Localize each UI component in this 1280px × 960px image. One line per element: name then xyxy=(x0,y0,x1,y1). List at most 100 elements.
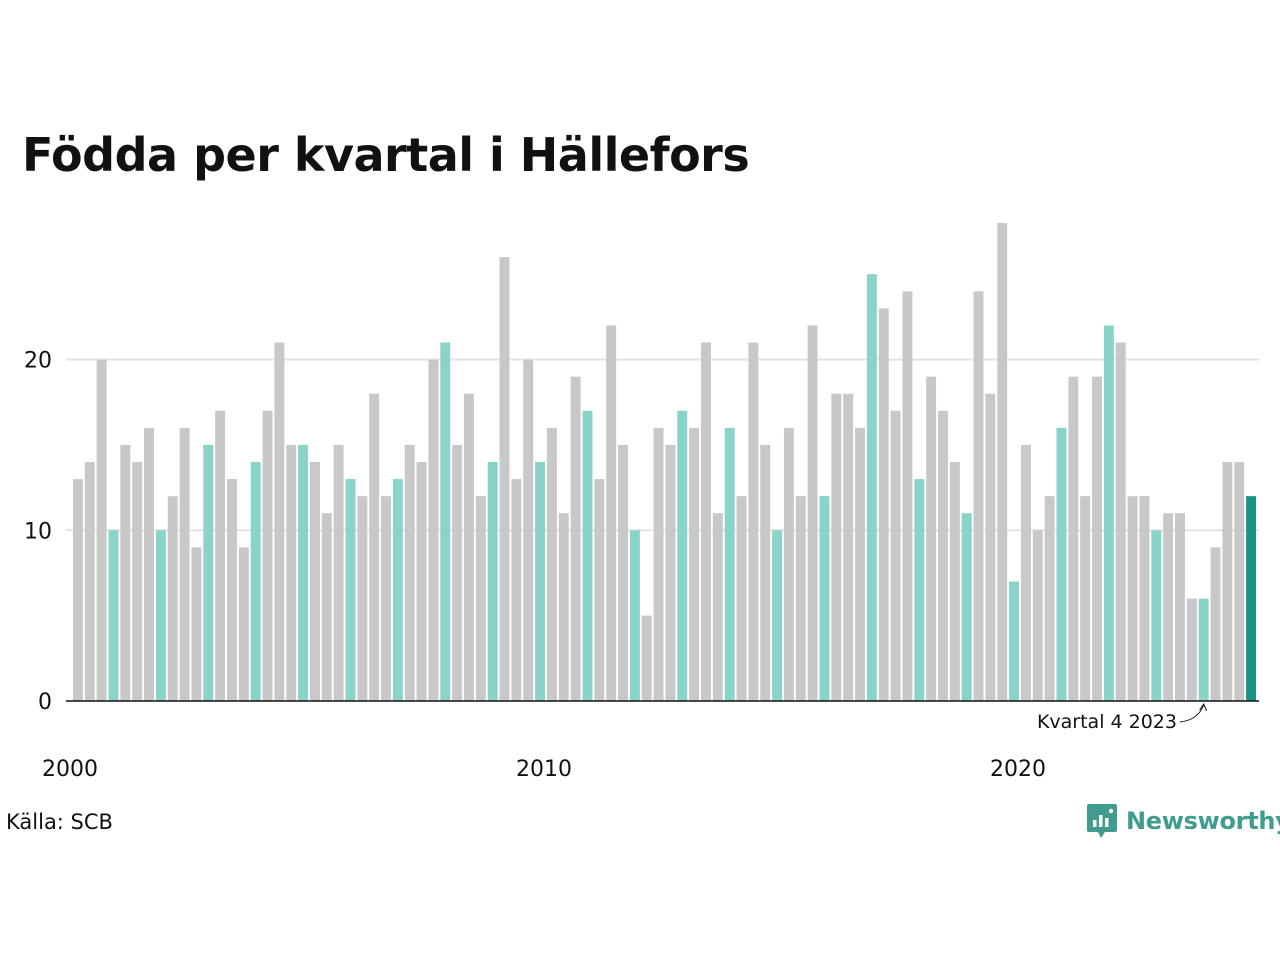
bar xyxy=(1056,427,1067,701)
bar xyxy=(274,342,285,701)
bar xyxy=(523,359,534,701)
bar xyxy=(1068,376,1079,701)
y-tick-label: 10 xyxy=(24,519,52,544)
bar-chart-bubble-icon xyxy=(1087,804,1117,838)
bar xyxy=(262,410,273,701)
bar xyxy=(452,444,463,701)
bar xyxy=(641,615,652,701)
bar xyxy=(298,444,309,701)
bar xyxy=(1139,496,1150,701)
bar xyxy=(606,325,617,701)
bar xyxy=(712,513,723,701)
bar xyxy=(985,393,996,701)
bar xyxy=(807,325,818,701)
bar xyxy=(1234,462,1245,701)
bar xyxy=(167,496,178,701)
newsworthy-logo[interactable]: Newsworthy xyxy=(1086,803,1280,839)
bar xyxy=(1103,325,1114,701)
bar xyxy=(381,496,392,701)
bar xyxy=(890,410,901,701)
bar-chart: 0 10 20 2000 2010 2020 Kvartal 4 2023 xyxy=(24,223,1259,782)
bar xyxy=(1092,376,1103,701)
bar xyxy=(843,393,854,701)
bar xyxy=(155,530,166,701)
bar xyxy=(855,427,866,701)
bar xyxy=(333,444,344,701)
y-tick-label: 20 xyxy=(24,349,52,374)
bar xyxy=(724,427,735,701)
bar xyxy=(108,530,119,701)
bar xyxy=(961,513,972,701)
bar xyxy=(191,547,202,701)
bar xyxy=(96,359,107,701)
bar xyxy=(582,410,593,701)
bar xyxy=(84,462,95,701)
bar xyxy=(1222,462,1233,701)
x-tick-label: 2000 xyxy=(42,757,98,782)
bar xyxy=(1198,598,1209,701)
bar xyxy=(973,291,984,701)
bar xyxy=(440,342,451,701)
bar xyxy=(700,342,711,701)
bar xyxy=(926,376,937,701)
bar xyxy=(535,462,546,701)
bar xyxy=(511,479,522,701)
chart-title: Födda per kvartal i Hällefors xyxy=(22,128,750,182)
bar xyxy=(286,444,297,701)
bar xyxy=(369,393,380,701)
bar xyxy=(949,462,960,701)
bar xyxy=(404,444,415,701)
bar xyxy=(689,427,700,701)
annotation-arrow xyxy=(1179,704,1205,723)
bar xyxy=(321,513,332,701)
bar xyxy=(1044,496,1055,701)
bar xyxy=(72,479,83,701)
bar xyxy=(902,291,913,701)
bar xyxy=(748,342,759,701)
bar xyxy=(783,427,794,701)
bar xyxy=(760,444,771,701)
bar xyxy=(1246,496,1257,701)
bar xyxy=(772,530,783,701)
bar xyxy=(937,410,948,701)
bar xyxy=(594,479,605,701)
bar xyxy=(866,274,877,701)
bar xyxy=(250,462,261,701)
bar xyxy=(795,496,806,701)
bar xyxy=(558,513,569,701)
bar xyxy=(1009,581,1020,701)
bar xyxy=(1210,547,1221,701)
bar xyxy=(914,479,925,701)
bar xyxy=(132,462,143,701)
x-tick-label: 2020 xyxy=(990,757,1046,782)
bar xyxy=(345,479,356,701)
bar xyxy=(736,496,747,701)
bar xyxy=(463,393,474,701)
bar xyxy=(546,427,557,701)
bar xyxy=(570,376,581,701)
bar xyxy=(1174,513,1185,701)
bar xyxy=(665,444,676,701)
bar xyxy=(1020,444,1031,701)
annotation-label: Kvartal 4 2023 xyxy=(1037,711,1177,733)
bar xyxy=(831,393,842,701)
bar xyxy=(819,496,830,701)
bar xyxy=(1186,598,1197,701)
bar xyxy=(653,427,664,701)
bar xyxy=(499,257,510,701)
bar xyxy=(215,410,226,701)
bar xyxy=(1127,496,1138,701)
brand-name: Newsworthy xyxy=(1126,807,1280,835)
bar xyxy=(677,410,688,701)
bar xyxy=(1115,342,1126,701)
bar xyxy=(1151,530,1162,701)
bar xyxy=(475,496,486,701)
source-label: Källa: SCB xyxy=(6,810,113,834)
bar xyxy=(179,427,190,701)
bar xyxy=(878,308,889,701)
bar xyxy=(357,496,368,701)
bar xyxy=(1080,496,1091,701)
bar xyxy=(144,427,155,701)
x-tick-label: 2010 xyxy=(516,757,572,782)
bar xyxy=(238,547,249,701)
